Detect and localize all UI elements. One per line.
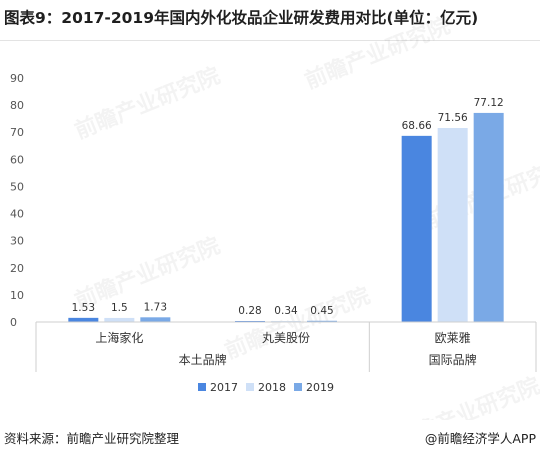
- category-label: 丸美股份: [262, 331, 310, 345]
- y-tick-label: 90: [10, 72, 24, 85]
- legend-label: 2017: [210, 381, 238, 394]
- data-label: 77.12: [474, 97, 504, 109]
- data-label: 0.45: [310, 305, 333, 317]
- watermark-text: 前瞻产业研究院: [221, 283, 374, 365]
- y-tick-label: 70: [10, 126, 24, 139]
- data-label: 1.73: [144, 301, 167, 313]
- bar-2019-0: [140, 317, 171, 322]
- data-label: 1.5: [111, 302, 128, 314]
- bar-2017-0: [68, 317, 99, 322]
- data-label: 68.66: [402, 120, 432, 132]
- data-label: 71.56: [438, 112, 468, 124]
- category-label: 欧莱雅: [435, 330, 471, 345]
- bar-2019-2: [473, 112, 504, 322]
- chart-title: 图表9：2017-2019年国内外化妆品企业研发费用对比(单位：亿元): [4, 9, 479, 27]
- y-axis: 0 10 20 30 40 50 60 70 80 90: [10, 72, 24, 329]
- legend-label: 2019: [306, 381, 334, 394]
- watermark-text: 前瞻产业研究院: [301, 13, 454, 95]
- y-tick-label: 80: [10, 99, 24, 112]
- bar-chart: 前瞻产业研究院前瞻产业研究院前瞻产业研究院前瞻产业研究院前瞻产业研究院前瞻产业研…: [10, 13, 540, 420]
- y-tick-label: 30: [10, 235, 24, 248]
- y-tick-label: 60: [10, 153, 24, 166]
- source-note: 资料来源：前瞻产业研究院整理: [4, 431, 180, 446]
- data-label: 0.34: [274, 305, 298, 317]
- category-label: 上海家化: [95, 330, 143, 345]
- x-axis: 本土品牌 国际品牌 上海家化 丸美股份 欧莱雅: [35, 321, 537, 372]
- title-divider: [0, 40, 540, 41]
- y-tick-label: 40: [10, 208, 24, 221]
- y-tick-label: 10: [10, 289, 24, 302]
- legend-swatch-2019: [294, 383, 302, 391]
- bar-2018-2: [437, 127, 468, 322]
- legend-label: 2018: [258, 381, 286, 394]
- bar-2019-1: [307, 320, 337, 322]
- group-label: 本土品牌: [179, 353, 227, 367]
- bar-series: [68, 112, 504, 322]
- legend: 2017 2018 2019: [198, 381, 334, 394]
- y-tick-label: 50: [10, 180, 24, 193]
- watermark-text: 前瞻产业研究院: [71, 63, 224, 145]
- group-label: 国际品牌: [429, 353, 477, 367]
- bar-2017-2: [401, 135, 432, 322]
- data-label: 0.28: [238, 305, 261, 317]
- bar-2018-0: [104, 317, 135, 322]
- y-tick-label: 0: [10, 316, 17, 329]
- legend-swatch-2017: [198, 383, 206, 391]
- y-tick-label: 20: [10, 262, 24, 275]
- watermark-text: 前瞻产业研究院: [391, 373, 540, 420]
- credit-note: @前瞻经济学人APP: [424, 431, 536, 446]
- data-label: 1.53: [72, 302, 95, 314]
- data-labels: 1.53 1.5 1.73 0.28 0.34 0.45 68.66 71.56 77.12: [72, 97, 504, 317]
- legend-swatch-2018: [246, 383, 254, 391]
